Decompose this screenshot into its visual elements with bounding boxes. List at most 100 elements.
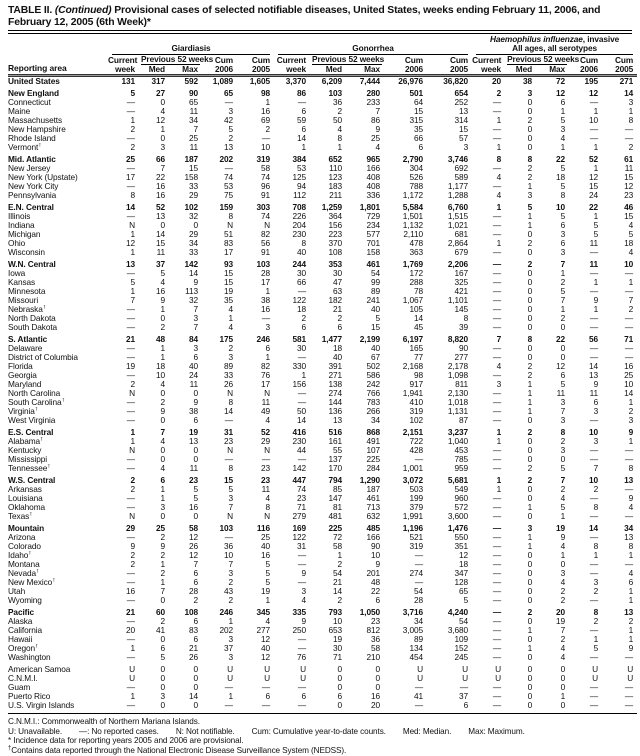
cell-value: 18 — [155, 361, 165, 372]
cell-value: 868 — [366, 427, 381, 438]
cell-value: — — [126, 502, 135, 513]
cell-value: 9 — [160, 541, 165, 552]
row-label: Puerto Rico — [8, 692, 51, 702]
cell-value: 42 — [223, 115, 233, 126]
cell-value: 0 — [160, 97, 165, 108]
row-label: Kansas — [8, 278, 36, 288]
cell-value: 14 — [413, 313, 424, 324]
legend-no-cases: —: No reported cases. — [79, 726, 159, 736]
cell-value: 5 — [593, 220, 599, 231]
cell-value: 1,769 — [402, 259, 424, 270]
cell-value: 32 — [188, 295, 198, 306]
cell-value: 86 — [296, 88, 307, 99]
cell-value: 37 — [459, 691, 469, 702]
cell-value: — — [589, 97, 599, 108]
dagger-marker: † — [61, 398, 65, 404]
cell-value: 0 — [527, 673, 533, 684]
table-row: California 20 41 83 202 277 250 653 812 3,005 3,68… — [8, 626, 637, 635]
cell-value: 0 — [527, 511, 533, 522]
cell-value: — — [492, 295, 502, 306]
cell-value: 128 — [454, 577, 469, 588]
cell-value: — — [492, 532, 502, 543]
cell-value: 187 — [366, 484, 381, 495]
cell-value: 1,476 — [447, 523, 469, 534]
cell-value: — — [126, 568, 135, 579]
cell-value: 5 — [560, 502, 566, 513]
row-label: Tennessee† — [8, 464, 51, 474]
cell-value: 18 — [556, 172, 566, 183]
cell-value: 1 — [593, 550, 599, 561]
table-row: Illinois —13 32 8 74 226 364 729 1,501 1,515—1 5 1 1… — [8, 212, 637, 221]
cell-value: 103 — [328, 88, 343, 99]
cell-value: 60 — [155, 607, 165, 618]
cell-value: 1 — [560, 106, 566, 117]
cell-value: 1 — [527, 541, 533, 552]
cell-value: 10 — [370, 550, 381, 561]
cell-value: 277 — [256, 625, 271, 636]
cell-value: 226 — [292, 211, 307, 222]
cell-value: 91 — [260, 190, 271, 201]
cell-value: — — [126, 700, 135, 711]
cell-value: 1,021 — [447, 220, 469, 231]
cell-value: 20 — [492, 76, 502, 87]
cell-value: 6,197 — [402, 334, 424, 345]
cell-value: 234 — [366, 220, 381, 231]
cell-value: 2 — [130, 124, 135, 135]
cell-value: 701 — [366, 238, 381, 249]
haemophilus-suffix: , invasive — [582, 34, 620, 45]
cell-value: 4 — [496, 172, 502, 183]
cell-value: 17 — [223, 247, 233, 258]
cell-value: 142 — [292, 463, 307, 474]
cell-value: 199 — [409, 493, 424, 504]
cell-value: 4 — [228, 322, 233, 333]
cell-value: — — [589, 445, 599, 456]
cell-value: 0 — [337, 700, 343, 711]
cell-value: 14 — [589, 523, 599, 534]
cell-value: 2 — [160, 550, 165, 561]
cell-value: — — [624, 559, 634, 570]
cell-value: 4 — [228, 304, 233, 315]
cell-value: 1 — [560, 511, 566, 522]
cell-value: 18 — [624, 238, 634, 249]
cell-value: 353 — [328, 259, 343, 270]
cell-value: 408 — [366, 172, 381, 183]
cell-value: — — [126, 595, 135, 606]
cell-value: 0 — [527, 343, 533, 354]
cell-value: — — [589, 415, 599, 426]
cell-value: 2,110 — [403, 229, 424, 240]
cell-value: 0 — [337, 673, 343, 684]
col-group-giardiasis: Giardiasis — [108, 35, 274, 56]
cell-value: 1 — [560, 268, 566, 279]
cell-value: 30 — [296, 268, 307, 279]
col-cum-1a: Cum — [214, 55, 233, 66]
cell-value: 653 — [328, 625, 343, 636]
cell-value: 1,288 — [447, 190, 469, 201]
cell-value: 5 — [560, 115, 566, 126]
cell-value: 1 — [593, 106, 599, 117]
cell-value: 22 — [589, 202, 599, 213]
cell-value: 187 — [184, 154, 198, 165]
col-med-3: Med — [515, 64, 533, 75]
cell-value: 13 — [125, 259, 135, 270]
cell-value: 48 — [155, 334, 165, 345]
cell-value: 122 — [292, 295, 307, 306]
cell-value: 1 — [160, 304, 165, 315]
cell-value: 14 — [155, 229, 165, 240]
cell-value: 1 — [265, 595, 271, 606]
cell-value: 43 — [223, 586, 233, 597]
cell-value: 1,259 — [321, 202, 343, 213]
cell-value: 15 — [223, 475, 233, 486]
cell-value: 230 — [292, 436, 307, 447]
cell-value: 0 — [527, 295, 533, 306]
cell-value: 8 — [228, 211, 233, 222]
cell-value: 0 — [527, 634, 533, 645]
cell-value: 40 — [370, 304, 381, 315]
cell-value: 4 — [265, 493, 271, 504]
col-current-2: Current — [276, 55, 307, 66]
cell-value: 3,600 — [447, 511, 469, 522]
cell-value: 27 — [155, 88, 165, 99]
cell-value: 10 — [223, 550, 233, 561]
table-row: West Virginia — 0 6 — 4 14 13 34 102 87 — 0 3 — 3 — [8, 416, 637, 425]
cell-value: 6 — [265, 343, 271, 354]
cell-value: 1 — [628, 397, 634, 408]
